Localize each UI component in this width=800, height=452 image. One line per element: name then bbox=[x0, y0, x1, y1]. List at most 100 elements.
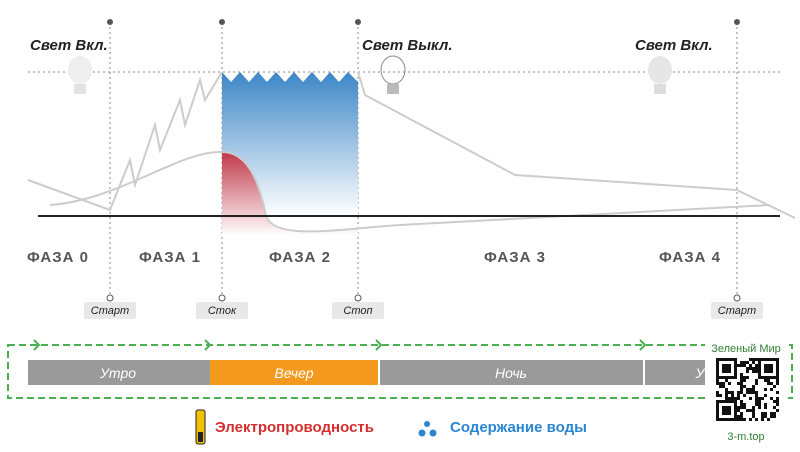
timeline-arrows bbox=[33, 339, 647, 351]
qr-cell bbox=[749, 358, 752, 361]
qr-cell bbox=[758, 406, 761, 409]
qr-cell bbox=[734, 397, 737, 400]
qr-cell bbox=[764, 394, 767, 397]
qr-cell bbox=[725, 412, 728, 415]
qr-cell bbox=[734, 403, 737, 406]
qr-cell bbox=[740, 382, 743, 385]
qr-cell bbox=[716, 409, 719, 412]
qr-cell bbox=[752, 412, 755, 415]
qr-cell bbox=[728, 418, 731, 421]
qr-code bbox=[716, 358, 779, 421]
qr-cell bbox=[746, 391, 749, 394]
qr-cell bbox=[740, 406, 743, 409]
qr-cell bbox=[770, 367, 773, 370]
qr-cell bbox=[725, 364, 728, 367]
water-icon bbox=[418, 421, 437, 437]
qr-cell bbox=[731, 397, 734, 400]
qr-cell bbox=[734, 367, 737, 370]
qr-cell bbox=[752, 370, 755, 373]
qr-cell bbox=[716, 391, 719, 394]
period-label: У bbox=[695, 365, 707, 381]
qr-cell bbox=[776, 367, 779, 370]
qr-cell bbox=[752, 406, 755, 409]
qr-cell bbox=[746, 361, 749, 364]
qr-cell bbox=[734, 406, 737, 409]
qr-cell bbox=[752, 415, 755, 418]
qr-cell bbox=[773, 406, 776, 409]
qr-cell bbox=[773, 385, 776, 388]
qr-cell bbox=[776, 397, 779, 400]
qr-cell bbox=[728, 358, 731, 361]
qr-cell bbox=[722, 409, 725, 412]
qr-cell bbox=[716, 361, 719, 364]
qr-cell bbox=[734, 364, 737, 367]
legend-label: Содержание воды bbox=[450, 419, 587, 436]
qr-cell bbox=[725, 376, 728, 379]
qr-cell bbox=[758, 367, 761, 370]
qr-cell bbox=[752, 361, 755, 364]
qr-cell bbox=[716, 358, 719, 361]
qr-cell bbox=[755, 400, 758, 403]
qr-cell bbox=[752, 409, 755, 412]
qr-cell bbox=[764, 364, 767, 367]
qr-cell bbox=[740, 391, 743, 394]
qr-cell bbox=[755, 358, 758, 361]
qr-cell bbox=[758, 397, 761, 400]
light-label: Свет Выкл. bbox=[362, 37, 452, 54]
qr-cell bbox=[737, 364, 740, 367]
qr-cell bbox=[728, 382, 731, 385]
qr-cell bbox=[770, 382, 773, 385]
qr-cell bbox=[719, 385, 722, 388]
qr-cell bbox=[776, 370, 779, 373]
qr-cell bbox=[725, 388, 728, 391]
qr-cell bbox=[776, 364, 779, 367]
qr-cell bbox=[764, 412, 767, 415]
qr-cell bbox=[716, 382, 719, 385]
qr-cell bbox=[734, 400, 737, 403]
qr-cell bbox=[776, 361, 779, 364]
qr-cell bbox=[740, 385, 743, 388]
qr-cell bbox=[731, 400, 734, 403]
qr-cell bbox=[755, 394, 758, 397]
qr-cell bbox=[725, 358, 728, 361]
qr-cell bbox=[770, 415, 773, 418]
qr-cell bbox=[740, 403, 743, 406]
marker-dots bbox=[106, 294, 741, 302]
qr-cell bbox=[749, 367, 752, 370]
phase-label: ФАЗА 1 bbox=[139, 249, 201, 266]
qr-cell bbox=[725, 370, 728, 373]
qr-cell bbox=[776, 358, 779, 361]
qr-cell bbox=[740, 364, 743, 367]
bulbs bbox=[68, 55, 672, 94]
qr-cell bbox=[740, 388, 743, 391]
qr-cell bbox=[725, 406, 728, 409]
qr-cell bbox=[776, 379, 779, 382]
qr-cell bbox=[716, 415, 719, 418]
qr-cell bbox=[743, 379, 746, 382]
qr-cell bbox=[725, 367, 728, 370]
qr-cell bbox=[728, 400, 731, 403]
qr-cell bbox=[776, 391, 779, 394]
qr-cell bbox=[767, 370, 770, 373]
period-label: Ночь bbox=[495, 365, 527, 381]
qr-cell bbox=[722, 382, 725, 385]
qr-cell bbox=[716, 406, 719, 409]
qr-cell bbox=[767, 376, 770, 379]
qr-cell bbox=[770, 388, 773, 391]
qr-cell bbox=[776, 376, 779, 379]
qr-cell bbox=[734, 373, 737, 376]
qr-cell bbox=[725, 409, 728, 412]
qr-cell bbox=[728, 370, 731, 373]
qr-cell bbox=[734, 370, 737, 373]
period-label: Утро bbox=[99, 365, 136, 381]
qr-cell bbox=[764, 376, 767, 379]
qr-cell bbox=[770, 397, 773, 400]
qr-cell bbox=[758, 376, 761, 379]
qr-cell bbox=[773, 415, 776, 418]
qr-cell bbox=[755, 370, 758, 373]
qr-cell bbox=[767, 379, 770, 382]
qr-cell bbox=[725, 397, 728, 400]
period-bar bbox=[210, 360, 378, 385]
qr-cell bbox=[764, 367, 767, 370]
